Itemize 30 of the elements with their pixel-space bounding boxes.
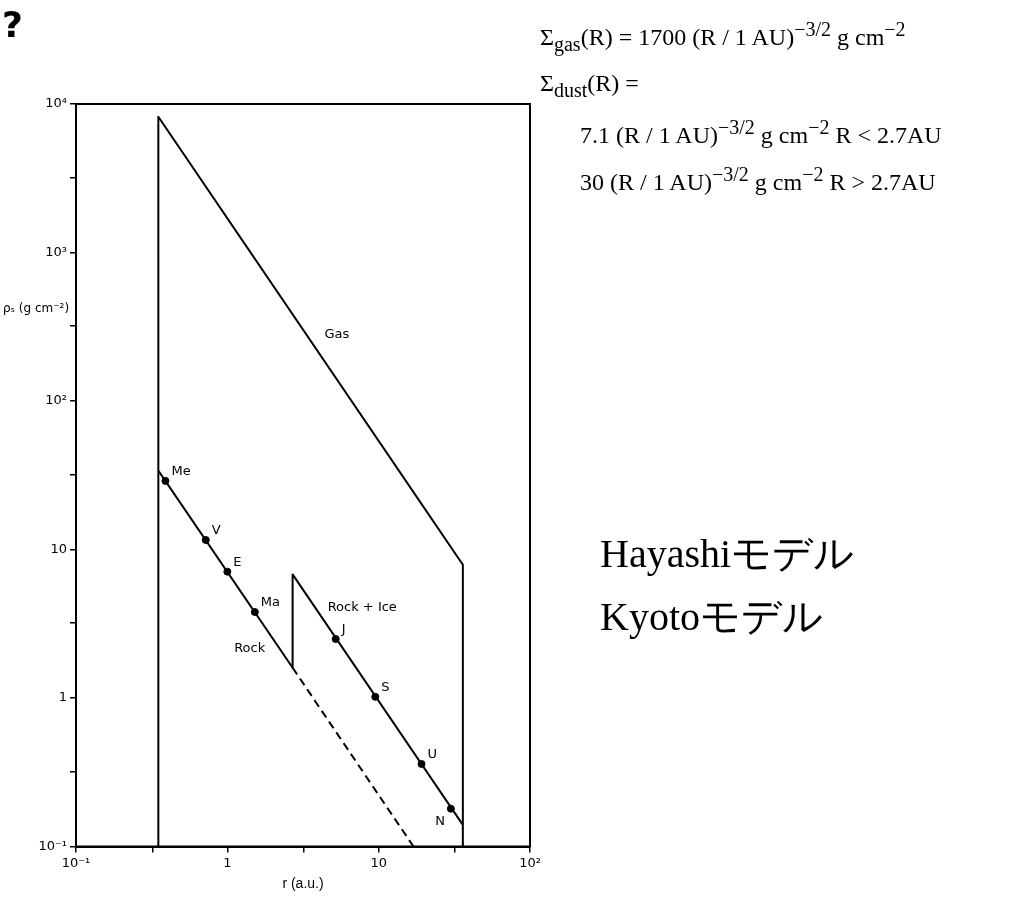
y-tick-label: 10⁴ [45, 95, 67, 111]
annotation: Me [171, 462, 191, 478]
x-tick-label: 10² [519, 854, 541, 870]
y-tick-label: 10⁻¹ [38, 837, 67, 853]
text: 7.1 (R / 1 AU)$^{−3/2}$ g cm$^{−2}$ R < 2.7AU [579, 115, 943, 149]
annotation: Rock [234, 640, 266, 656]
chart-title: ? [2, 4, 23, 45]
x-tick-label: 10⁻¹ [61, 854, 91, 870]
annotation: J [340, 620, 346, 636]
annotation: Ma [260, 593, 281, 609]
annotation: Gas [324, 326, 350, 342]
y-tick-label: 10² [45, 392, 67, 408]
y-tick-label: 1 [58, 689, 67, 705]
annotation: U [427, 745, 438, 761]
y-axis-title: ρₛ (g cm⁻²) [1, 300, 71, 316]
text: Σ$_{gas}$(R) = 1700 (R / 1 AU)$^{−3/2}$ g cm$^{−2}$ [540, 18, 907, 56]
text: 30 (R / 1 AU)$^{−3/2}$ g cm$^{−2}$ R > 2.7AU [579, 162, 937, 196]
annotation: V [211, 521, 221, 537]
annotation: N [435, 812, 445, 828]
annotation: S [381, 678, 390, 694]
x-tick-label: 1 [223, 854, 232, 870]
annotation: E [233, 553, 242, 569]
x-axis-title: r (a.u.) [282, 875, 324, 892]
x-tick-label: 10 [370, 854, 387, 870]
text: Hayashiモデル [600, 529, 856, 578]
y-tick-label: 10 [50, 540, 67, 556]
y-tick-label: 10³ [45, 243, 67, 259]
annotation: Rock + Ice [327, 599, 397, 615]
text: Kyotoモデル [600, 592, 824, 641]
text: Σ$_{dust}$(R) = [540, 69, 640, 102]
